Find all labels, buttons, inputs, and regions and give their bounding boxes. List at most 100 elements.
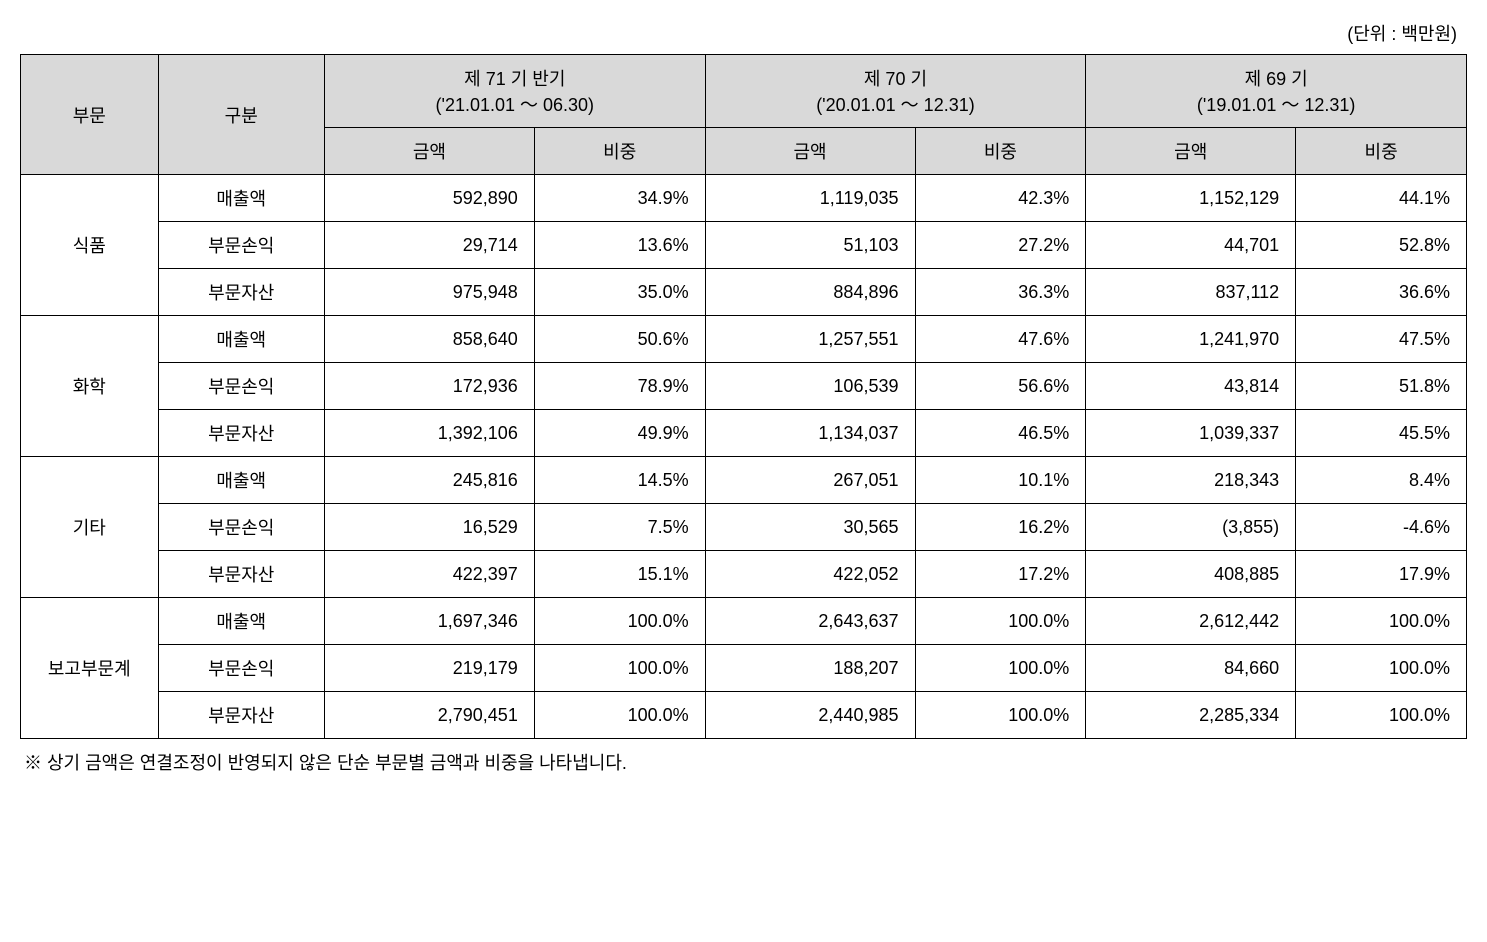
ratio-cell: 35.0% <box>534 269 705 316</box>
amount-cell: (3,855) <box>1086 504 1296 551</box>
ratio-cell: 78.9% <box>534 363 705 410</box>
category-cell: 부문자산 <box>158 269 324 316</box>
amount-cell: 43,814 <box>1086 363 1296 410</box>
amount-cell: 837,112 <box>1086 269 1296 316</box>
period-2-title: 제 70 기 <box>718 65 1074 91</box>
ratio-cell: 100.0% <box>1296 598 1467 645</box>
ratio-cell: 16.2% <box>915 504 1086 551</box>
amount-cell: 51,103 <box>705 222 915 269</box>
amount-cell: 975,948 <box>324 269 534 316</box>
amount-cell: 245,816 <box>324 457 534 504</box>
category-cell: 매출액 <box>158 457 324 504</box>
category-cell: 부문자산 <box>158 551 324 598</box>
category-cell: 매출액 <box>158 175 324 222</box>
amount-cell: 29,714 <box>324 222 534 269</box>
category-cell: 부문손익 <box>158 363 324 410</box>
ratio-cell: 45.5% <box>1296 410 1467 457</box>
ratio-cell: 47.6% <box>915 316 1086 363</box>
category-cell: 부문손익 <box>158 222 324 269</box>
header-ratio-3: 비중 <box>1296 128 1467 175</box>
amount-cell: 44,701 <box>1086 222 1296 269</box>
amount-cell: 422,397 <box>324 551 534 598</box>
segment-report-table: 부문 구분 제 71 기 반기 ('21.01.01 ～ 06.30) 제 70… <box>20 54 1467 739</box>
category-cell: 부문자산 <box>158 410 324 457</box>
ratio-cell: 34.9% <box>534 175 705 222</box>
amount-cell: 2,790,451 <box>324 692 534 739</box>
amount-cell: 1,697,346 <box>324 598 534 645</box>
amount-cell: 219,179 <box>324 645 534 692</box>
amount-cell: 858,640 <box>324 316 534 363</box>
amount-cell: 1,241,970 <box>1086 316 1296 363</box>
ratio-cell: 17.2% <box>915 551 1086 598</box>
ratio-cell: 100.0% <box>915 692 1086 739</box>
category-cell: 부문자산 <box>158 692 324 739</box>
period-3-title: 제 69 기 <box>1098 65 1454 91</box>
header-amount-3: 금액 <box>1086 128 1296 175</box>
ratio-cell: 15.1% <box>534 551 705 598</box>
category-cell: 부문손익 <box>158 504 324 551</box>
amount-cell: 16,529 <box>324 504 534 551</box>
table-row: 부문손익29,71413.6%51,10327.2%44,70152.8% <box>21 222 1467 269</box>
amount-cell: 218,343 <box>1086 457 1296 504</box>
table-row: 부문손익16,5297.5%30,56516.2%(3,855)-4.6% <box>21 504 1467 551</box>
ratio-cell: 8.4% <box>1296 457 1467 504</box>
ratio-cell: 100.0% <box>1296 692 1467 739</box>
ratio-cell: 52.8% <box>1296 222 1467 269</box>
ratio-cell: 36.3% <box>915 269 1086 316</box>
amount-cell: 2,285,334 <box>1086 692 1296 739</box>
ratio-cell: -4.6% <box>1296 504 1467 551</box>
ratio-cell: 50.6% <box>534 316 705 363</box>
footnote: ※ 상기 금액은 연결조정이 반영되지 않은 단순 부문별 금액과 비중을 나타… <box>20 749 1467 775</box>
amount-cell: 1,039,337 <box>1086 410 1296 457</box>
amount-cell: 1,119,035 <box>705 175 915 222</box>
ratio-cell: 47.5% <box>1296 316 1467 363</box>
ratio-cell: 100.0% <box>534 692 705 739</box>
amount-cell: 422,052 <box>705 551 915 598</box>
amount-cell: 408,885 <box>1086 551 1296 598</box>
ratio-cell: 46.5% <box>915 410 1086 457</box>
ratio-cell: 51.8% <box>1296 363 1467 410</box>
header-ratio-2: 비중 <box>915 128 1086 175</box>
ratio-cell: 17.9% <box>1296 551 1467 598</box>
amount-cell: 106,539 <box>705 363 915 410</box>
header-amount-1: 금액 <box>324 128 534 175</box>
header-sector: 부문 <box>21 55 159 175</box>
ratio-cell: 100.0% <box>1296 645 1467 692</box>
ratio-cell: 27.2% <box>915 222 1086 269</box>
sector-cell: 기타 <box>21 457 159 598</box>
amount-cell: 172,936 <box>324 363 534 410</box>
category-cell: 매출액 <box>158 316 324 363</box>
amount-cell: 592,890 <box>324 175 534 222</box>
amount-cell: 30,565 <box>705 504 915 551</box>
category-cell: 부문손익 <box>158 645 324 692</box>
table-row: 식품매출액592,89034.9%1,119,03542.3%1,152,129… <box>21 175 1467 222</box>
table-row: 부문손익172,93678.9%106,53956.6%43,81451.8% <box>21 363 1467 410</box>
ratio-cell: 14.5% <box>534 457 705 504</box>
header-period-3: 제 69 기 ('19.01.01 ～ 12.31) <box>1086 55 1467 128</box>
amount-cell: 2,612,442 <box>1086 598 1296 645</box>
table-body: 식품매출액592,89034.9%1,119,03542.3%1,152,129… <box>21 175 1467 739</box>
table-row: 부문자산2,790,451100.0%2,440,985100.0%2,285,… <box>21 692 1467 739</box>
header-amount-2: 금액 <box>705 128 915 175</box>
sector-cell: 화학 <box>21 316 159 457</box>
table-row: 화학매출액858,64050.6%1,257,55147.6%1,241,970… <box>21 316 1467 363</box>
header-period-2: 제 70 기 ('20.01.01 ～ 12.31) <box>705 55 1086 128</box>
unit-label: (단위 : 백만원) <box>20 20 1467 46</box>
ratio-cell: 100.0% <box>534 598 705 645</box>
ratio-cell: 100.0% <box>534 645 705 692</box>
period-1-range: ('21.01.01 ～ 06.30) <box>337 91 693 117</box>
ratio-cell: 56.6% <box>915 363 1086 410</box>
ratio-cell: 10.1% <box>915 457 1086 504</box>
ratio-cell: 7.5% <box>534 504 705 551</box>
ratio-cell: 100.0% <box>915 598 1086 645</box>
table-row: 부문자산422,39715.1%422,05217.2%408,88517.9% <box>21 551 1467 598</box>
ratio-cell: 49.9% <box>534 410 705 457</box>
amount-cell: 884,896 <box>705 269 915 316</box>
period-1-title: 제 71 기 반기 <box>337 65 693 91</box>
amount-cell: 1,152,129 <box>1086 175 1296 222</box>
table-header: 부문 구분 제 71 기 반기 ('21.01.01 ～ 06.30) 제 70… <box>21 55 1467 175</box>
amount-cell: 84,660 <box>1086 645 1296 692</box>
sector-cell: 보고부문계 <box>21 598 159 739</box>
table-row: 보고부문계매출액1,697,346100.0%2,643,637100.0%2,… <box>21 598 1467 645</box>
category-cell: 매출액 <box>158 598 324 645</box>
